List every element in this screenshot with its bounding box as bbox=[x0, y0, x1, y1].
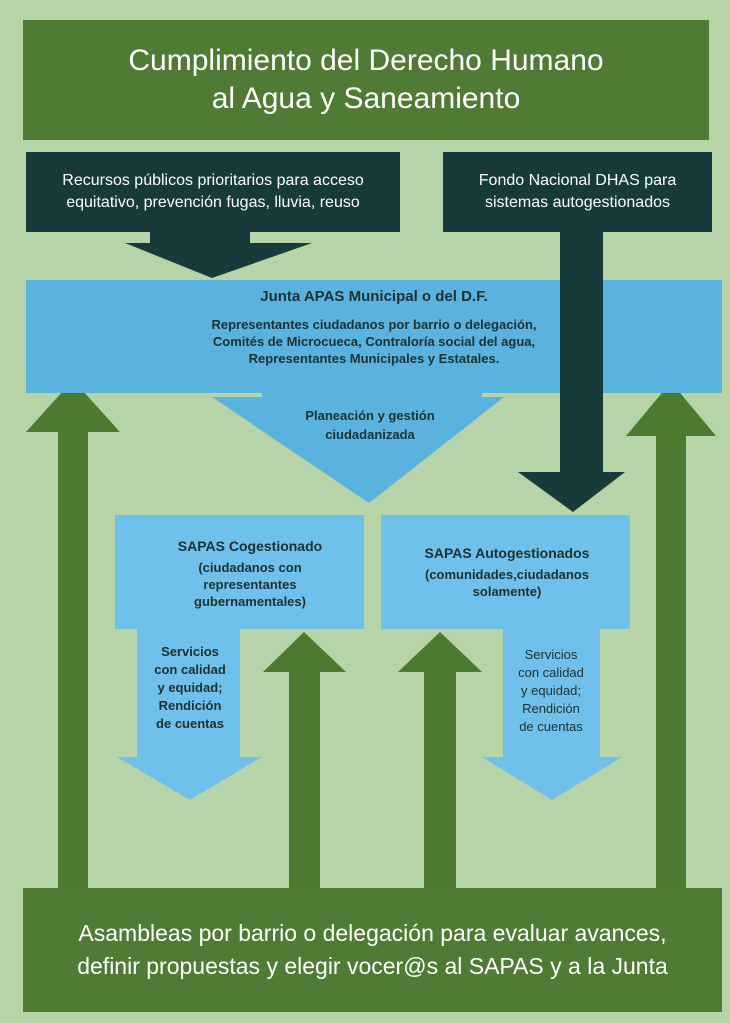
servicios-left-text: Servicios con calidad y equidad; Rendici… bbox=[154, 644, 226, 731]
national-fund-box: Fondo Nacional DHAS para sistemas autoge… bbox=[443, 152, 712, 232]
national-fund-text: Fondo Nacional DHAS para sistemas autoge… bbox=[478, 172, 677, 211]
fund-down-arrow bbox=[518, 230, 625, 512]
public-resources-text: Recursos públicos prioritarios para acce… bbox=[62, 172, 364, 211]
servicios-right-text: Servicios con calidad y equidad; Rendici… bbox=[518, 647, 584, 734]
right-outer-up-arrow bbox=[626, 382, 716, 892]
left-outer-up-arrow bbox=[26, 380, 120, 892]
planeacion-down-arrow bbox=[212, 393, 504, 503]
inner-right-up-arrow bbox=[398, 632, 482, 892]
title-box: Cumplimiento del Derecho Humano al Agua … bbox=[23, 20, 709, 140]
sapas-autogestionados-body: (comunidades,ciudadanos solamente) bbox=[425, 567, 589, 599]
sapas-cogestionado-title: SAPAS Cogestionado bbox=[177, 538, 323, 554]
public-resources-box: Recursos públicos prioritarios para acce… bbox=[26, 152, 400, 232]
servicios-left-down-arrow bbox=[117, 629, 262, 800]
servicios-right-down-arrow bbox=[482, 629, 622, 800]
sapas-autogestionados-title: SAPAS Autogestionados bbox=[424, 545, 590, 561]
title-text: Cumplimiento del Derecho Humano al Agua … bbox=[128, 44, 604, 115]
sapas-cogestionado-box bbox=[115, 515, 364, 629]
sapas-cogestionado-body: (ciudadanos con representantes gubername… bbox=[194, 560, 306, 609]
junta-box bbox=[26, 280, 722, 393]
asambleas-text: Asambleas por barrio o delegación para e… bbox=[77, 920, 668, 979]
junta-title: Junta APAS Municipal o del D.F. bbox=[260, 288, 488, 305]
public-resources-down-arrow bbox=[125, 230, 312, 278]
asambleas-box: Asambleas por barrio o delegación para e… bbox=[23, 888, 722, 1012]
junta-body: Representantes ciudadanos por barrio o d… bbox=[211, 317, 537, 366]
sapas-autogestionados-box bbox=[381, 515, 630, 629]
planeacion-text: Planeación y gestión ciudadanizada bbox=[305, 408, 435, 442]
inner-left-up-arrow bbox=[263, 632, 346, 892]
